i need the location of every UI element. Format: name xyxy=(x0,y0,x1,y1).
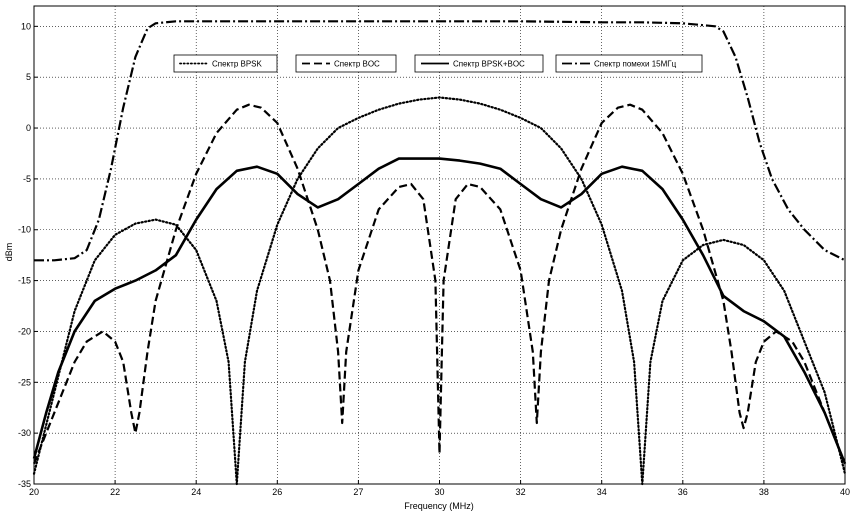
x-tick-label: 20 xyxy=(29,487,39,497)
y-tick-label: 10 xyxy=(21,21,31,31)
y-tick-label: 0 xyxy=(26,123,31,133)
legend-item-4: Спектр помехи 15МГц xyxy=(555,54,703,73)
series-line-1 xyxy=(32,96,847,486)
legend-label: Спектр BPSK+BOC xyxy=(453,60,525,69)
x-tick-label: 32 xyxy=(516,487,526,497)
legend: Спектр BPSK Спектр BOC Спектр BPSK+BOC Спек… xyxy=(173,54,703,73)
y-tick-label: -20 xyxy=(18,326,31,336)
y-tick-label: -25 xyxy=(18,377,31,387)
legend-label: Спектр помехи 15МГц xyxy=(594,60,677,69)
y-axis-ticks: 10 5 0 -5 -10 -15 -20 -25 -30 -35 xyxy=(18,21,38,489)
series-line-4 xyxy=(34,20,846,262)
x-axis-ticks: 20 22 24 26 27 30 32 34 36 38 40 xyxy=(29,480,850,497)
x-tick-label: 36 xyxy=(678,487,688,497)
series-line-2 xyxy=(32,103,847,465)
y-tick-label: -15 xyxy=(18,276,31,286)
y-tick-label: -30 xyxy=(18,428,31,438)
x-tick-label: 34 xyxy=(597,487,607,497)
x-axis-label: Frequency (MHz) xyxy=(404,501,474,511)
y-axis-label: dBm xyxy=(4,243,14,262)
legend-label: Спектр BOC xyxy=(334,60,380,69)
x-tick-label: 27 xyxy=(353,487,363,497)
series-line-3 xyxy=(32,157,847,465)
x-tick-label: 40 xyxy=(840,487,850,497)
legend-item-2: Спектр BOC xyxy=(295,54,397,73)
legend-box xyxy=(173,54,278,73)
y-tick-label: -5 xyxy=(23,174,31,184)
y-tick-label: 5 xyxy=(26,72,31,82)
legend-box xyxy=(414,54,544,73)
x-tick-label: 22 xyxy=(110,487,120,497)
x-tick-label: 24 xyxy=(191,487,201,497)
legend-label: Спектр BPSK xyxy=(212,60,262,69)
y-tick-label: -10 xyxy=(18,225,31,235)
x-tick-label: 26 xyxy=(272,487,282,497)
legend-item-1: Спектр BPSK xyxy=(173,54,278,73)
legend-item-3: Спектр BPSK+BOC xyxy=(414,54,544,73)
legend-box xyxy=(555,54,703,73)
x-tick-label: 30 xyxy=(434,487,444,497)
plot-area xyxy=(33,5,846,485)
y-tick-label: -35 xyxy=(18,479,31,489)
legend-box xyxy=(295,54,397,73)
x-tick-label: 38 xyxy=(759,487,769,497)
series-group xyxy=(32,20,847,486)
